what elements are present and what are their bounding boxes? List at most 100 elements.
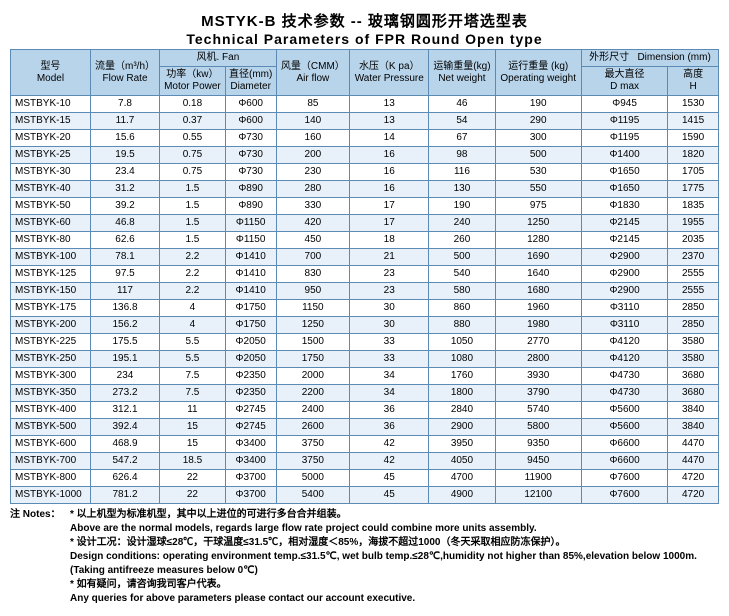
table-cell: 23 [350, 283, 429, 300]
table-cell: 136.8 [90, 300, 159, 317]
table-cell: 13 [350, 96, 429, 113]
table-cell: MSTBYK-20 [11, 130, 91, 147]
col-dmax: 最大直径D max [581, 67, 667, 96]
table-cell: 16 [350, 147, 429, 164]
table-cell: 156.2 [90, 317, 159, 334]
table-cell: 1500 [276, 334, 350, 351]
table-cell: Φ2745 [225, 419, 276, 436]
table-cell: MSTBYK-250 [11, 351, 91, 368]
table-cell: 36 [350, 402, 429, 419]
table-cell: 781.2 [90, 487, 159, 504]
table-cell: Φ4730 [581, 368, 667, 385]
table-cell: 30 [350, 317, 429, 334]
table-cell: 34 [350, 368, 429, 385]
table-cell: Φ6600 [581, 453, 667, 470]
table-cell: MSTBYK-1000 [11, 487, 91, 504]
table-cell: 78.1 [90, 249, 159, 266]
table-cell: Φ3110 [581, 317, 667, 334]
table-row: MSTBYK-10078.12.2Φ1410700215001690Φ29002… [11, 249, 719, 266]
table-cell: 230 [276, 164, 350, 181]
table-cell: 547.2 [90, 453, 159, 470]
table-cell: 1.5 [160, 215, 226, 232]
table-cell: 4050 [429, 453, 495, 470]
table-cell: MSTBYK-800 [11, 470, 91, 487]
table-cell: 234 [90, 368, 159, 385]
table-cell: 420 [276, 215, 350, 232]
table-cell: Φ2145 [581, 232, 667, 249]
table-cell: MSTBYK-60 [11, 215, 91, 232]
table-cell: 0.75 [160, 164, 226, 181]
table-cell: MSTBYK-500 [11, 419, 91, 436]
table-cell: 67 [429, 130, 495, 147]
table-cell: 2770 [495, 334, 581, 351]
table-cell: 7.8 [90, 96, 159, 113]
table-cell: MSTBYK-10 [11, 96, 91, 113]
table-cell: 3680 [668, 368, 719, 385]
table-row: MSTBYK-1511.70.37Φ6001401354290Φ11951415 [11, 113, 719, 130]
table-cell: 9350 [495, 436, 581, 453]
table-cell: 34 [350, 385, 429, 402]
table-row: MSTBYK-1501172.2Φ1410950235801680Φ290025… [11, 283, 719, 300]
table-cell: 5.5 [160, 334, 226, 351]
table-cell: Φ1410 [225, 249, 276, 266]
table-cell: Φ1410 [225, 283, 276, 300]
table-cell: 1980 [495, 317, 581, 334]
table-cell: 1750 [276, 351, 350, 368]
table-cell: MSTBYK-300 [11, 368, 91, 385]
table-cell: 5000 [276, 470, 350, 487]
table-cell: Φ6600 [581, 436, 667, 453]
table-cell: 1690 [495, 249, 581, 266]
table-cell: Φ2900 [581, 266, 667, 283]
table-cell: 330 [276, 198, 350, 215]
table-cell: 1080 [429, 351, 495, 368]
table-cell: 2840 [429, 402, 495, 419]
table-cell: 175.5 [90, 334, 159, 351]
table-cell: 3840 [668, 419, 719, 436]
table-cell: 5400 [276, 487, 350, 504]
table-row: MSTBYK-200156.24Φ17501250308801980Φ31102… [11, 317, 719, 334]
table-row: MSTBYK-3023.40.75Φ73023016116530Φ1650170… [11, 164, 719, 181]
table-cell: 117 [90, 283, 159, 300]
table-cell: MSTBYK-40 [11, 181, 91, 198]
table-cell: 21 [350, 249, 429, 266]
table-cell: Φ2145 [581, 215, 667, 232]
table-cell: 2370 [668, 249, 719, 266]
table-cell: 700 [276, 249, 350, 266]
table-cell: 130 [429, 181, 495, 198]
table-cell: 1.5 [160, 181, 226, 198]
table-cell: 3840 [668, 402, 719, 419]
table-cell: 15 [160, 419, 226, 436]
table-cell: 4 [160, 300, 226, 317]
table-cell: 42 [350, 453, 429, 470]
table-cell: 1050 [429, 334, 495, 351]
table-cell: 31.2 [90, 181, 159, 198]
table-cell: MSTBYK-50 [11, 198, 91, 215]
table-cell: Φ2900 [581, 249, 667, 266]
table-cell: 2.2 [160, 249, 226, 266]
table-cell: Φ3400 [225, 453, 276, 470]
table-cell: 0.55 [160, 130, 226, 147]
table-cell: 33 [350, 351, 429, 368]
table-cell: Φ1195 [581, 130, 667, 147]
table-cell: 18.5 [160, 453, 226, 470]
table-cell: 830 [276, 266, 350, 283]
table-cell: MSTBYK-600 [11, 436, 91, 453]
col-model: 型号Model [11, 50, 91, 96]
table-cell: Φ1150 [225, 215, 276, 232]
table-cell: Φ890 [225, 198, 276, 215]
table-cell: 17 [350, 198, 429, 215]
table-cell: 190 [495, 96, 581, 113]
table-cell: 2850 [668, 317, 719, 334]
table-cell: 54 [429, 113, 495, 130]
table-cell: 880 [429, 317, 495, 334]
table-cell: 468.9 [90, 436, 159, 453]
table-cell: 2000 [276, 368, 350, 385]
table-cell: 3930 [495, 368, 581, 385]
table-cell: 116 [429, 164, 495, 181]
table-row: MSTBYK-12597.52.2Φ1410830235401640Φ29002… [11, 266, 719, 283]
table-cell: 2850 [668, 300, 719, 317]
table-cell: 18 [350, 232, 429, 249]
table-cell: 2.2 [160, 283, 226, 300]
table-cell: 14 [350, 130, 429, 147]
col-flow: 流量（m³/h）Flow Rate [90, 50, 159, 96]
